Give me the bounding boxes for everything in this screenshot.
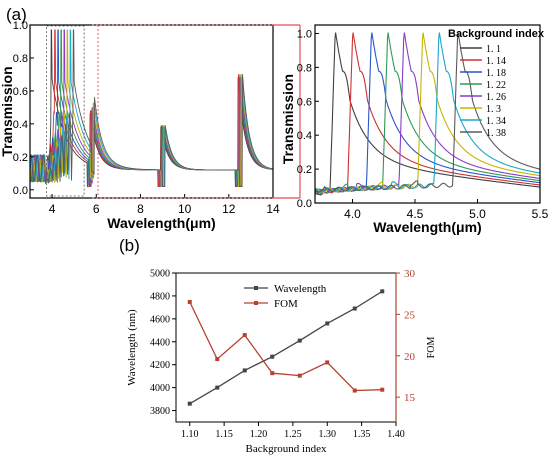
legend-marker-wavelength	[254, 286, 258, 290]
data-point-wavelength	[215, 385, 220, 390]
x-tick-label: 14	[266, 202, 280, 216]
y-tick-label: 4400	[150, 337, 170, 348]
data-point-fom	[242, 333, 247, 338]
chart-b: 1.10 1.15 1.20 1.25 1.30 1.35 1.40 3800 4000 4200…	[126, 268, 437, 455]
y-tick-label: 0.8	[13, 53, 28, 65]
y-tick-label: 1.0	[297, 28, 312, 40]
y-tick-label: 0.6	[13, 86, 28, 98]
y-tick-label: 0.2	[297, 164, 312, 176]
y2-axis-label: FOM	[426, 337, 437, 359]
y-tick-label: 4200	[150, 360, 170, 371]
legend-label-3: 1. 18	[486, 68, 506, 79]
legend-label-2: 1. 14	[486, 56, 506, 67]
y-tick-label: 0.0	[13, 185, 28, 197]
x-tick-label: 6	[93, 202, 100, 216]
chart-a-right: 4.0 4.5 5.0 5.5 0.0 0.2 0.4 0.6 0.8 1.0 Wavelength…	[280, 24, 549, 235]
series-line-wavelength	[189, 290, 383, 405]
y2-tick-label: 25	[404, 309, 416, 321]
legend-label-5: 1. 26	[486, 92, 506, 103]
data-point-wavelength	[297, 338, 302, 343]
y-tick-label: 4800	[150, 291, 170, 302]
plot-frame-a-right	[314, 24, 541, 204]
plot-frame-b	[175, 272, 397, 423]
series-line-1	[314, 32, 541, 196]
legend-title: Background index	[448, 28, 545, 40]
x-tick-label: 1.30	[319, 429, 337, 440]
y-tick-label: 1.0	[13, 20, 28, 32]
y-axis-label: Transmission	[0, 66, 15, 156]
legend-label-1: 1. 1	[486, 44, 501, 55]
y2-tick-label: 15	[404, 392, 416, 404]
x-tick-label: 12	[222, 202, 236, 216]
y-tick-label: 5000	[150, 269, 170, 280]
x-tick-label: 1.10	[181, 429, 199, 440]
series-line-8	[314, 32, 541, 193]
series-line-6	[314, 32, 541, 194]
data-point-fom	[270, 371, 275, 376]
series-line-2	[314, 32, 541, 195]
data-point-wavelength	[352, 306, 357, 311]
data-point-wavelength	[242, 368, 247, 373]
y-tick-label: 0.4	[297, 130, 312, 142]
x-tick-label: 4	[49, 202, 56, 216]
data-point-fom	[215, 357, 220, 362]
series-line-a-left-8	[29, 29, 273, 187]
legend-label-wavelength: Wavelength	[274, 283, 327, 295]
legend-label-8: 1. 38	[486, 128, 506, 139]
data-point-wavelength	[325, 321, 330, 326]
legend-label-4: 1. 22	[486, 80, 506, 91]
x-tick-label: 4.0	[344, 207, 361, 221]
x-tick-label: 5.0	[469, 207, 486, 221]
y-tick-label: 4000	[150, 383, 170, 394]
x-tick-label: 1.15	[215, 429, 233, 440]
y-tick-label: 0.8	[297, 62, 312, 74]
y-tick-label: 0.6	[297, 96, 312, 108]
series-line-5	[314, 32, 541, 194]
x-tick-label: 5.5	[532, 207, 549, 221]
x-tick-label: 1.20	[250, 429, 268, 440]
legend-marker-fom	[254, 301, 258, 305]
y-tick-label: 0.2	[13, 152, 28, 164]
y-tick-label: 3800	[150, 406, 170, 417]
legend-label-fom: FOM	[274, 298, 298, 310]
panel-label-b: (b)	[119, 236, 140, 255]
data-point-fom	[297, 373, 302, 378]
legend-label-6: 1. 3	[486, 104, 501, 115]
y2-tick-label: 30	[404, 268, 416, 280]
x-tick-label: 10	[178, 202, 192, 216]
data-point-fom	[187, 299, 192, 304]
x-axis-label: Background index	[246, 443, 327, 455]
data-point-wavelength	[187, 401, 192, 406]
x-axis-label: Wavelength(μm)	[107, 215, 215, 231]
x-tick-label: 1.40	[387, 429, 405, 440]
chart-a-left: 4 6 8 10 12 14 0.0 0.2 0.4 0.6 0.8 1.0 Wavelength(μm…	[0, 20, 300, 231]
data-point-fom	[325, 360, 330, 365]
y2-tick-label: 20	[404, 351, 416, 363]
x-tick-label: 1.35	[353, 429, 371, 440]
series-line-fom	[189, 301, 383, 392]
y-axis-label: Transmission	[280, 74, 296, 164]
data-point-fom	[380, 387, 385, 392]
y-axis-label: Wavelength (nm)	[126, 309, 138, 386]
plot-frame-a-left	[29, 24, 274, 199]
y-tick-label: 4600	[150, 314, 170, 325]
x-axis-label: Wavelength(μm)	[373, 219, 481, 235]
legend-label-7: 1. 34	[486, 116, 506, 127]
y-tick-label: 0.4	[13, 119, 28, 131]
x-tick-label: 1.25	[284, 429, 302, 440]
panel-label-a: (a)	[6, 5, 27, 24]
series-line-a-left-6	[29, 29, 273, 187]
y-tick-label: 0.0	[297, 198, 312, 210]
data-point-fom	[352, 388, 357, 393]
x-tick-label: 8	[137, 202, 144, 216]
data-point-wavelength	[380, 289, 385, 294]
x-tick-label: 4.5	[407, 207, 424, 221]
data-point-wavelength	[270, 354, 275, 359]
